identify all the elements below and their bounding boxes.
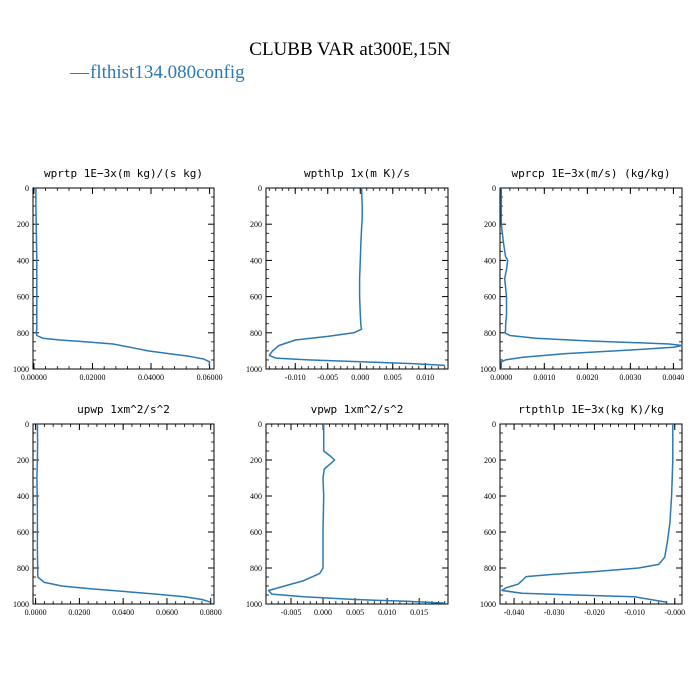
y-tick-label: 200 — [484, 456, 496, 465]
x-tick-label: 0.0000 — [490, 373, 512, 382]
panel-title: wprtp 1E−3x(m kg)/(s kg) — [44, 167, 203, 180]
x-tick-label: 0.0040 — [662, 373, 684, 382]
panel-title: rtpthlp 1E−3x(kg K)/kg — [518, 403, 664, 416]
x-tick-label: 0.015 — [410, 608, 428, 617]
y-tick-label: 0 — [492, 184, 496, 193]
panel-title: wprcp 1E−3x(m/s) (kg/kg) — [512, 167, 671, 180]
legend: — flthist134.080config — [69, 62, 245, 83]
x-tick-label: 0.0600 — [156, 608, 178, 617]
y-tick-label: 800 — [17, 564, 29, 573]
panel-1: wprtp 1E−3x(m kg)/(s kg) 0.00000 0.02000 0.… — [13, 167, 223, 382]
y-tick-label: 600 — [484, 293, 496, 302]
x-tick-label: 0.000 — [314, 608, 332, 617]
series-line — [501, 424, 674, 603]
series-line — [267, 424, 445, 604]
plot-frame — [32, 423, 215, 605]
plot-frame — [32, 187, 215, 370]
x-tick-label: -0.005 — [317, 373, 338, 382]
y-tick-label: 0 — [25, 184, 29, 193]
x-tick-label: 0.04000 — [138, 373, 164, 382]
x-tick-label: 0.02000 — [79, 373, 105, 382]
plot-frame — [499, 187, 683, 370]
x-tick-label: 0.0010 — [533, 373, 555, 382]
y-tick-label: 600 — [250, 293, 262, 302]
y-tick-label: 1000 — [480, 365, 496, 374]
y-tick-label: 200 — [484, 220, 496, 229]
x-tick-label: 0.00000 — [21, 373, 47, 382]
x-tick-label: 0.010 — [416, 373, 434, 382]
x-tick-label: -0.010 — [624, 608, 645, 617]
y-tick-label: 1000 — [480, 600, 496, 609]
x-tick-label: 0.005 — [346, 608, 364, 617]
y-tick-label: 600 — [484, 528, 496, 537]
panel-4: upwp 1xm^2/s^2 0.0000 0.0200 0.0400 0.0600 0.… — [13, 403, 222, 617]
y-tick-label: 600 — [250, 528, 262, 537]
y-tick-label: 800 — [484, 329, 496, 338]
series-line — [35, 188, 211, 366]
x-tick-label: -0.005 — [281, 608, 302, 617]
y-tick-label: 1000 — [246, 365, 262, 374]
x-tick-label: -0.020 — [584, 608, 605, 617]
x-tick-label: 0.0020 — [576, 373, 598, 382]
panel-title: vpwp 1xm^2/s^2 — [311, 403, 404, 416]
x-tick-label: 0.0200 — [68, 608, 90, 617]
y-tick-label: 0 — [492, 420, 496, 429]
y-tick-label: 400 — [17, 256, 29, 265]
series-line — [500, 188, 683, 369]
y-tick-label: 400 — [250, 492, 262, 501]
x-tick-label: -0.030 — [544, 608, 565, 617]
x-tick-label: 0.0800 — [200, 608, 222, 617]
legend-label: flthist134.080config — [90, 62, 245, 83]
panel-title: wpthlp 1x(m K)/s — [304, 167, 410, 180]
x-tick-label: -0.040 — [504, 608, 525, 617]
y-tick-label: 0 — [25, 420, 29, 429]
y-tick-label: 800 — [484, 564, 496, 573]
y-tick-label: 0 — [258, 420, 262, 429]
y-tick-label: 600 — [17, 293, 29, 302]
y-tick-label: 200 — [17, 456, 29, 465]
plot-frame — [265, 187, 449, 370]
y-tick-label: 400 — [17, 492, 29, 501]
y-tick-label: 200 — [17, 220, 29, 229]
figure-title: CLUBB VAR at300E,15N — [249, 39, 451, 60]
y-tick-label: 400 — [250, 256, 262, 265]
panel-title: upwp 1xm^2/s^2 — [77, 403, 170, 416]
x-tick-label: -0.010 — [285, 373, 306, 382]
y-tick-label: 800 — [17, 329, 29, 338]
y-tick-label: 0 — [258, 184, 262, 193]
y-tick-label: 200 — [250, 220, 262, 229]
x-tick-label: 0.0400 — [112, 608, 134, 617]
x-tick-label: 0.010 — [378, 608, 396, 617]
y-tick-label: 1000 — [13, 600, 29, 609]
x-tick-label: 0.005 — [384, 373, 402, 382]
y-tick-label: 400 — [484, 256, 496, 265]
series-line — [268, 187, 445, 367]
panel-6: rtpthlp 1E−3x(kg K)/kg -0.040 -0.030 -0.020… — [480, 403, 685, 617]
x-tick-label: 0.06000 — [197, 373, 223, 382]
y-tick-label: 600 — [17, 528, 29, 537]
x-tick-label: -0.000 — [664, 608, 685, 617]
y-tick-label: 400 — [484, 492, 496, 501]
legend-line-marker: — — [69, 62, 90, 83]
x-tick-label: 0.0030 — [619, 373, 641, 382]
series-line — [36, 423, 211, 603]
panel-3: wprcp 1E−3x(m/s) (kg/kg) 0.0000 0.0010 0.00… — [480, 167, 684, 382]
y-tick-label: 1000 — [13, 365, 29, 374]
plot-frame — [265, 423, 449, 605]
y-tick-label: 800 — [250, 329, 262, 338]
y-tick-label: 1000 — [246, 600, 262, 609]
y-tick-label: 800 — [250, 564, 262, 573]
y-tick-label: 200 — [250, 456, 262, 465]
x-tick-label: 0.000 — [351, 373, 369, 382]
panel-2: wpthlp 1x(m K)/s -0.010 -0.005 0.000 0.005 0.… — [246, 167, 449, 382]
panel-5: vpwp 1xm^2/s^2 -0.005 0.000 0.005 0.010 0.015… — [246, 403, 449, 617]
x-tick-label: 0.0000 — [25, 608, 47, 617]
